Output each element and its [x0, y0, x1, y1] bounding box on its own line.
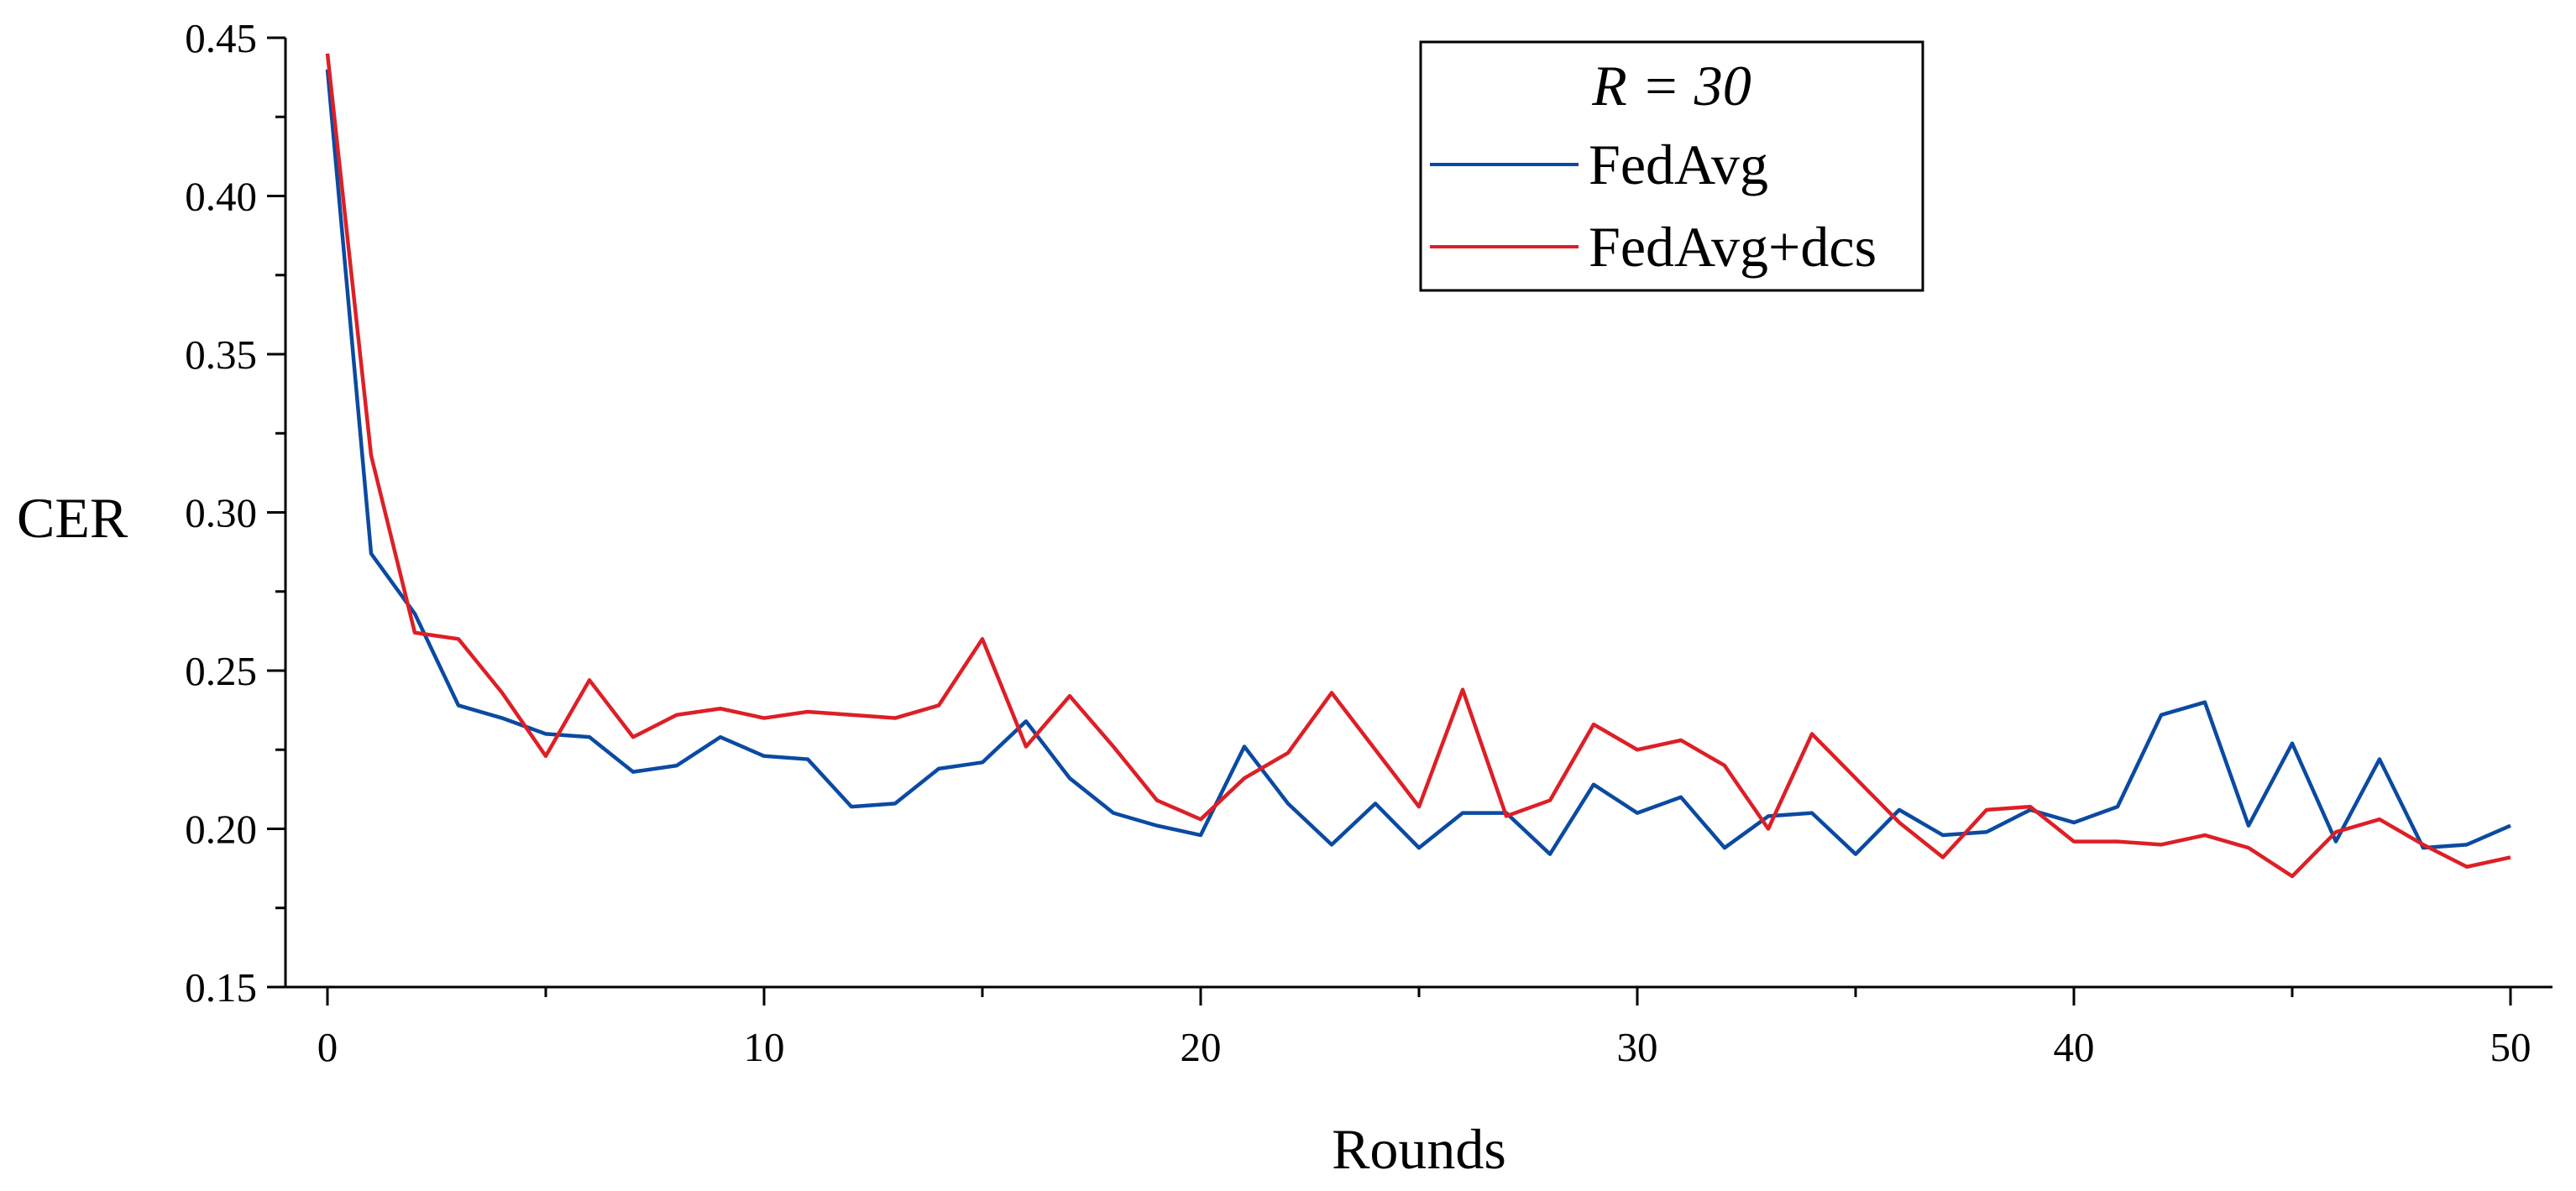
- x-axis-title: Rounds: [1332, 1117, 1506, 1181]
- x-tick-label: 20: [1181, 1024, 1222, 1070]
- y-tick-label: 0.40: [185, 174, 257, 220]
- y-tick-label: 0.25: [185, 648, 257, 694]
- legend: R = 30 FedAvg FedAvg+dcs: [1419, 40, 1924, 292]
- x-tick-label: 10: [744, 1024, 785, 1070]
- y-tick-label: 0.45: [185, 15, 257, 61]
- x-tick-label: 0: [317, 1024, 338, 1070]
- legend-title: R = 30: [1591, 54, 1751, 118]
- axes: 0.15 0.20 0.25 0.30 0.35 0.40 0.45 0 10 20 30 40 50: [185, 15, 2552, 1070]
- series-line-fedavg: [325, 69, 2511, 856]
- x-tick-label: 30: [1617, 1024, 1658, 1070]
- legend-box: [1419, 40, 1924, 292]
- y-axis-title: CER: [17, 486, 128, 550]
- series-lines: [325, 53, 2511, 879]
- series-line-fedavg-dcs: [325, 53, 2511, 879]
- y-tick-label: 0.35: [185, 332, 257, 378]
- y-tick-label: 0.20: [185, 807, 257, 853]
- y-tick-label: 0.30: [185, 490, 257, 536]
- legend-label-fedavg-dcs: FedAvg+dcs: [1589, 215, 1877, 279]
- x-tick-label: 40: [2054, 1024, 2095, 1070]
- legend-label-fedavg: FedAvg: [1589, 133, 1768, 196]
- x-tick-label: 50: [2490, 1024, 2531, 1070]
- y-tick-label: 0.15: [185, 964, 257, 1011]
